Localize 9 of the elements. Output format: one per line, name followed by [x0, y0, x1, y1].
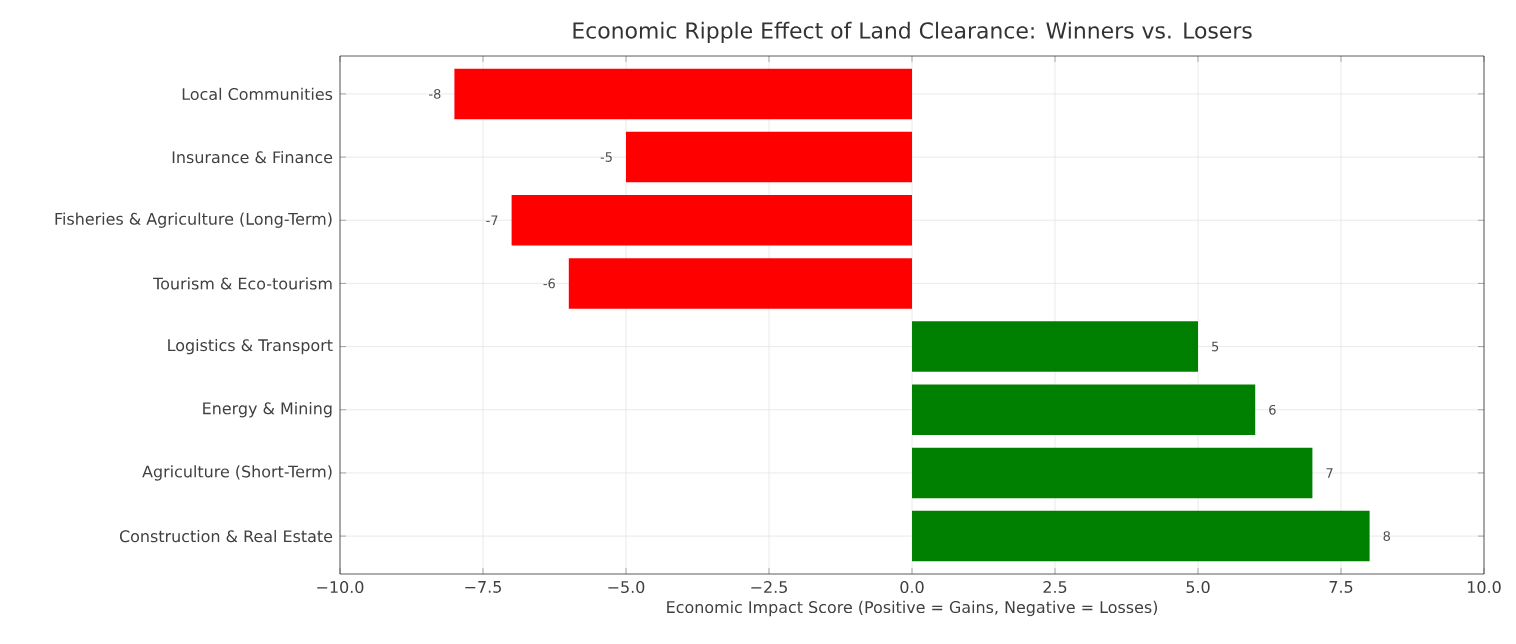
chart-title: Economic Ripple Effect of Land Clearance: Winners vs. Losers — [573, 21, 1252, 44]
bar — [912, 510, 1370, 562]
bar — [626, 131, 913, 183]
bar — [912, 321, 1199, 372]
bar — [511, 194, 913, 246]
bar — [912, 384, 1256, 436]
bar — [454, 68, 913, 120]
bar — [568, 258, 913, 309]
bar — [912, 447, 1313, 499]
